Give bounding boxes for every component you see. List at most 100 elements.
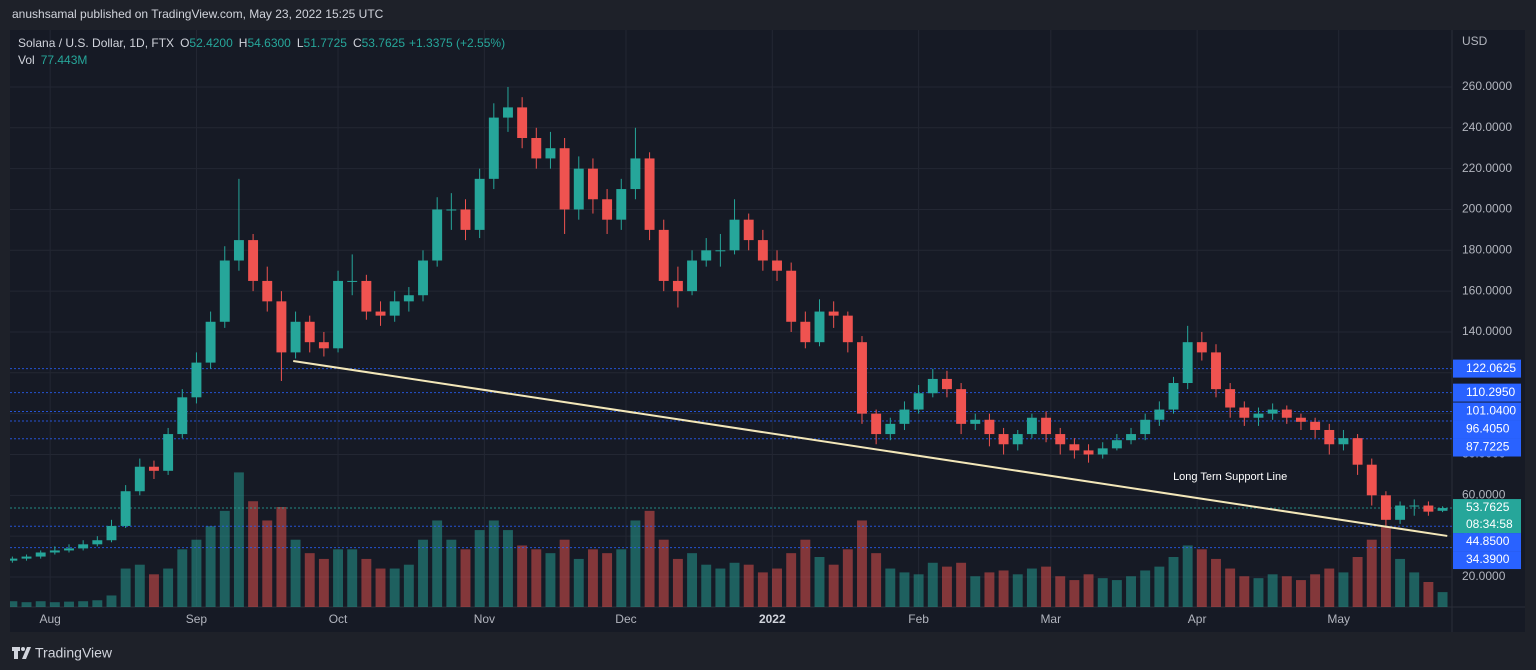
- candle-body: [913, 393, 924, 410]
- candle-body: [134, 466, 145, 492]
- candle-body: [1140, 419, 1151, 435]
- x-tick-label: Feb: [908, 612, 929, 626]
- currency-label: USD: [1462, 34, 1488, 48]
- legend-text: O: [180, 36, 189, 50]
- candle-body: [248, 240, 259, 281]
- volume-bar: [21, 602, 32, 607]
- candle-body: [573, 168, 584, 210]
- candle-body: [92, 540, 103, 545]
- volume-bar: [1380, 526, 1391, 607]
- candle-body: [687, 260, 698, 292]
- candle-body: [219, 260, 230, 322]
- price-level-box: [1453, 359, 1521, 378]
- candle-body: [786, 270, 797, 322]
- candle-body: [64, 548, 74, 551]
- volume-bar: [1097, 578, 1108, 607]
- axes: 20.000040.000060.000080.0000100.0000120.…: [39, 79, 1521, 626]
- footer-brand: TradingView: [35, 645, 113, 661]
- candle-body: [970, 419, 981, 424]
- volume-bar: [517, 545, 528, 607]
- candle-body: [418, 260, 428, 296]
- candle-body: [1281, 409, 1292, 418]
- countdown-label: 08:34:58: [1466, 517, 1513, 531]
- volume-bar: [1338, 572, 1349, 607]
- candle-body: [1409, 505, 1420, 507]
- candle-body: [1267, 409, 1278, 414]
- volume-bar: [1295, 580, 1306, 607]
- y-tick-label: 260.0000: [1462, 79, 1512, 93]
- logo-mark: [12, 647, 31, 659]
- y-tick-label: 180.0000: [1462, 242, 1512, 256]
- volume-bar: [729, 562, 740, 607]
- candle-body: [361, 280, 372, 312]
- candle-body: [984, 419, 995, 435]
- volume-bar: [587, 549, 598, 607]
- candle-body: [899, 409, 910, 424]
- y-tick-label: 160.0000: [1462, 283, 1512, 297]
- candle-body: [828, 311, 839, 316]
- footer-logo: [12, 647, 31, 659]
- volume-bar: [474, 530, 485, 607]
- candle-body: [715, 250, 726, 252]
- candle-body: [1295, 417, 1306, 422]
- volume-bar: [1253, 578, 1264, 607]
- level-layer: [10, 368, 1452, 549]
- volume-bar: [1182, 545, 1193, 607]
- candle-body: [460, 209, 471, 230]
- candle-body: [701, 250, 712, 261]
- volume-legend: Vol 77.443M: [18, 53, 87, 67]
- candle-body: [1041, 417, 1052, 435]
- y-tick-label: 200.0000: [1462, 202, 1512, 216]
- volume-bar: [743, 564, 754, 607]
- candle-body: [658, 229, 669, 281]
- volume-bar: [35, 601, 46, 607]
- candle-body: [616, 189, 627, 220]
- volume-bar: [885, 568, 896, 607]
- volume-bar: [772, 568, 782, 607]
- volume-bar: [233, 472, 244, 607]
- candle-body: [389, 301, 400, 316]
- candle-body: [743, 219, 754, 241]
- candle-body: [1211, 352, 1221, 390]
- volume-bar: [1196, 549, 1207, 607]
- volume-bar: [658, 539, 669, 607]
- volume-bar: [1225, 568, 1236, 607]
- volume-bar: [1140, 570, 1151, 607]
- candle-body: [1069, 444, 1080, 451]
- volume-bar: [842, 549, 853, 607]
- candle-body: [772, 260, 782, 271]
- x-tick-label: Aug: [39, 612, 60, 626]
- volume-bar: [92, 600, 103, 607]
- volume-bar: [814, 557, 825, 607]
- candle-body: [871, 413, 882, 435]
- volume-bar: [1409, 572, 1420, 607]
- candle-body: [630, 158, 641, 190]
- volume-bar: [984, 572, 995, 607]
- price-level-label: 87.7225: [1466, 440, 1510, 454]
- volume-bar: [276, 507, 287, 607]
- price-level-box: [1453, 533, 1521, 552]
- candle-body: [333, 280, 344, 349]
- volume-bar: [446, 539, 457, 607]
- candle-body: [191, 362, 202, 398]
- volume-bar: [1310, 574, 1321, 607]
- price-level-label: 122.0625: [1466, 361, 1516, 375]
- candle-body: [956, 389, 967, 424]
- volume-bar: [318, 558, 329, 607]
- volume-bar: [927, 562, 938, 607]
- volume-bar: [1281, 576, 1292, 607]
- candle-body: [318, 342, 329, 349]
- candle-body: [941, 378, 952, 390]
- candle-body: [149, 466, 159, 471]
- y-tick-label: 220.0000: [1462, 161, 1512, 175]
- candle-body: [998, 434, 1009, 445]
- volume-bar: [64, 601, 74, 607]
- volume-bar: [106, 595, 117, 607]
- candle-body: [347, 280, 358, 282]
- volume-bar: [134, 564, 145, 607]
- volume-bar: [403, 564, 414, 607]
- candle-body: [35, 552, 46, 557]
- candle-body: [1310, 421, 1321, 430]
- volume-bar: [715, 568, 726, 607]
- candle-body: [78, 544, 89, 549]
